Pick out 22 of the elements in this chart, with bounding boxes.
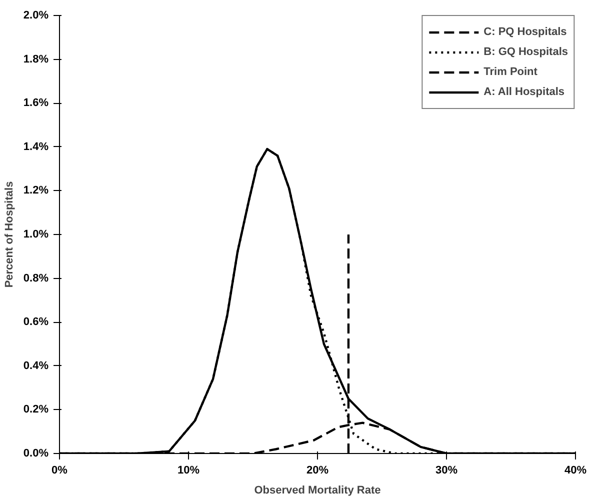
x-tick-label: 0% [52, 464, 68, 476]
legend-label: C: PQ Hospitals [484, 26, 567, 38]
y-tick-label: 1.8% [23, 53, 49, 66]
legend-label: A: All Hospitals [484, 86, 565, 98]
y-tick-label: 0.2% [23, 404, 49, 416]
x-tick-label: 30% [435, 464, 458, 476]
y-tick-label: 0.0% [23, 448, 49, 460]
y-tick-label: 0.6% [23, 316, 49, 328]
legend-label: Trim Point [484, 66, 538, 78]
y-tick-label: 1.2% [23, 184, 49, 197]
y-tick-label: 1.4% [23, 140, 49, 153]
y-tick-label: 2.0% [23, 10, 49, 22]
legend-label: B: GQ Hospitals [484, 46, 568, 58]
x-tick-label: 20% [306, 464, 329, 476]
x-tick-label: 40% [564, 464, 587, 476]
y-tick-label: 0.8% [23, 272, 49, 284]
x-tick-label: 10% [177, 464, 200, 476]
y-tick-label: 1.0% [23, 228, 49, 240]
y-axis-title: Percent of Hospitals [3, 181, 16, 288]
y-tick-label: 0.4% [23, 360, 49, 372]
x-axis-title: Observed Mortality Rate [254, 484, 381, 496]
y-tick-label: 1.6% [23, 97, 49, 110]
